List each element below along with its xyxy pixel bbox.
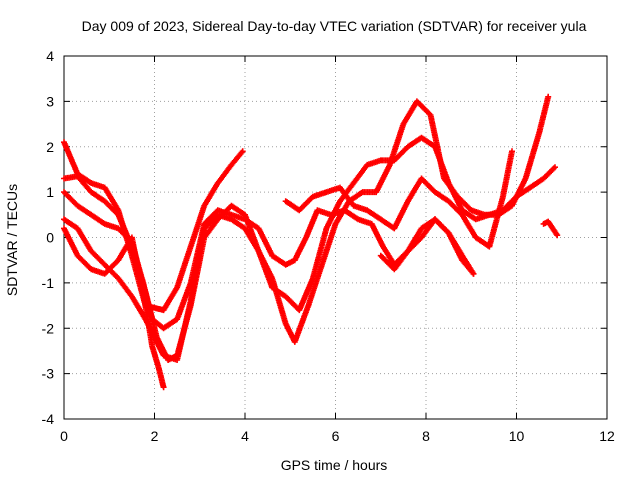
series-s4: [61, 93, 552, 363]
data-series: [61, 93, 561, 391]
y-tick-label: -2: [42, 320, 55, 336]
x-tick-label: 10: [509, 428, 525, 444]
x-tick-label: 8: [422, 428, 430, 444]
y-tick-label: 2: [46, 139, 54, 155]
x-tick-label: 2: [151, 428, 159, 444]
x-tick-label: 12: [599, 428, 615, 444]
series-s5: [61, 225, 167, 391]
y-tick-label: -3: [42, 366, 55, 382]
x-tick-label: 6: [332, 428, 340, 444]
y-tick-label: -1: [42, 275, 55, 291]
chart-title: Day 009 of 2023, Sidereal Day-to-day VTE…: [82, 18, 587, 34]
x-tick-label: 4: [241, 428, 249, 444]
y-tick-label: 1: [46, 184, 54, 200]
series-s6: [282, 148, 515, 250]
x-tick-label: 0: [60, 428, 68, 444]
x-tick-labels: 0 2 4 6 8 10 12: [60, 428, 615, 444]
y-tick-label: -4: [42, 411, 55, 427]
x-axis-label: GPS time / hours: [281, 457, 388, 473]
series-s8: [540, 218, 561, 239]
y-tick-label: 3: [46, 93, 54, 109]
y-tick-label: 4: [46, 48, 54, 64]
y-tick-label: 0: [46, 230, 54, 246]
axis-ticks: [63, 55, 608, 420]
series-s3: [61, 134, 558, 363]
series-s7: [377, 216, 477, 277]
series-s1: [61, 139, 246, 314]
y-axis-label: SDTVAR / TECUs: [4, 184, 20, 296]
y-tick-labels: -4 -3 -2 -1 0 1 2 3 4: [42, 48, 55, 427]
gridlines: [64, 56, 607, 419]
